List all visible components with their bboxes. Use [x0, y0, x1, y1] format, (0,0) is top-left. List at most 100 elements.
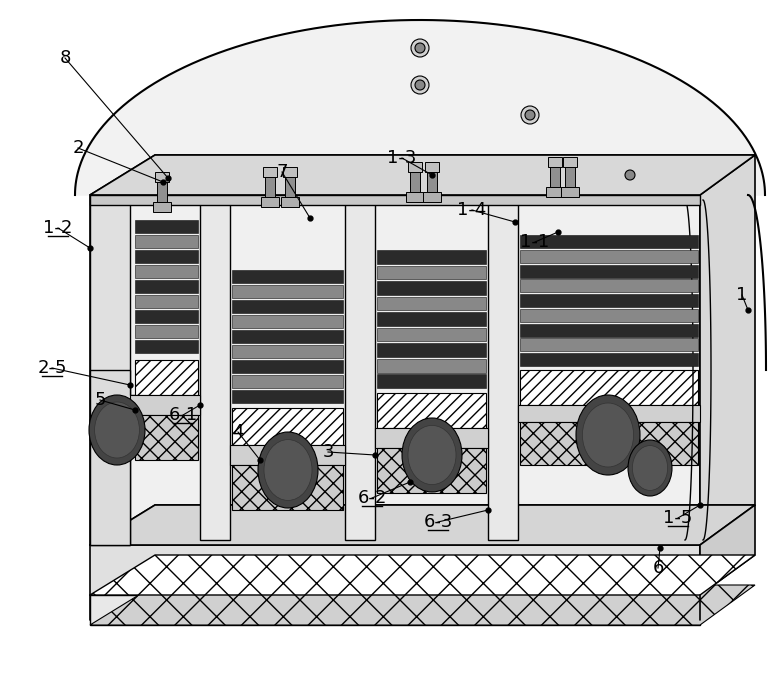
- Polygon shape: [563, 157, 577, 167]
- Polygon shape: [561, 187, 579, 197]
- Polygon shape: [377, 265, 486, 279]
- Polygon shape: [375, 428, 488, 448]
- Ellipse shape: [633, 445, 668, 490]
- Polygon shape: [135, 265, 198, 278]
- Polygon shape: [130, 395, 200, 415]
- Circle shape: [521, 106, 539, 124]
- Text: 6-2: 6-2: [357, 489, 387, 507]
- Polygon shape: [520, 422, 698, 465]
- Polygon shape: [90, 585, 755, 625]
- Text: 6-3: 6-3: [423, 513, 453, 531]
- Text: 7: 7: [276, 163, 288, 181]
- Polygon shape: [90, 370, 165, 545]
- Polygon shape: [232, 285, 343, 298]
- Polygon shape: [232, 465, 343, 510]
- Ellipse shape: [258, 432, 318, 508]
- Polygon shape: [90, 155, 755, 195]
- Ellipse shape: [583, 403, 633, 467]
- Polygon shape: [135, 415, 198, 460]
- Circle shape: [415, 80, 425, 90]
- Text: 3: 3: [322, 443, 334, 461]
- Polygon shape: [232, 300, 343, 313]
- Circle shape: [411, 76, 429, 94]
- Circle shape: [625, 170, 635, 180]
- Polygon shape: [377, 448, 486, 493]
- Polygon shape: [232, 315, 343, 328]
- Polygon shape: [377, 297, 486, 310]
- Text: 6-1: 6-1: [168, 406, 198, 424]
- Polygon shape: [345, 165, 415, 200]
- Polygon shape: [90, 545, 700, 595]
- Polygon shape: [520, 235, 698, 248]
- Text: 4: 4: [233, 423, 244, 441]
- Polygon shape: [520, 294, 698, 307]
- Polygon shape: [200, 200, 230, 540]
- Polygon shape: [518, 405, 700, 422]
- Polygon shape: [520, 370, 698, 405]
- Ellipse shape: [576, 395, 640, 475]
- Ellipse shape: [408, 425, 456, 485]
- Polygon shape: [90, 195, 700, 545]
- Polygon shape: [261, 197, 279, 207]
- Polygon shape: [232, 360, 343, 373]
- Text: 1-4: 1-4: [457, 201, 487, 219]
- Polygon shape: [135, 220, 198, 233]
- Polygon shape: [200, 165, 272, 200]
- Polygon shape: [265, 177, 275, 197]
- Text: 1-1: 1-1: [520, 233, 549, 251]
- Text: 1-5: 1-5: [664, 509, 692, 527]
- Text: 6: 6: [652, 559, 664, 577]
- Polygon shape: [135, 235, 198, 248]
- Polygon shape: [90, 555, 755, 595]
- Polygon shape: [425, 162, 439, 172]
- Polygon shape: [90, 505, 755, 545]
- Circle shape: [415, 43, 425, 53]
- Polygon shape: [377, 343, 486, 357]
- Polygon shape: [232, 375, 343, 388]
- Ellipse shape: [402, 418, 462, 492]
- Polygon shape: [546, 187, 564, 197]
- Polygon shape: [423, 192, 441, 202]
- Polygon shape: [520, 265, 698, 278]
- Polygon shape: [90, 195, 700, 205]
- Polygon shape: [377, 328, 486, 341]
- Circle shape: [525, 110, 535, 120]
- Polygon shape: [135, 325, 198, 338]
- Polygon shape: [520, 324, 698, 336]
- Text: 1-2: 1-2: [44, 219, 72, 237]
- Polygon shape: [135, 280, 198, 293]
- Polygon shape: [90, 595, 700, 625]
- Text: 8: 8: [59, 49, 71, 67]
- Ellipse shape: [89, 395, 145, 465]
- Ellipse shape: [264, 439, 312, 500]
- Circle shape: [411, 39, 429, 57]
- Polygon shape: [377, 359, 486, 372]
- Polygon shape: [135, 250, 198, 263]
- Polygon shape: [75, 20, 765, 195]
- Polygon shape: [520, 353, 698, 366]
- Polygon shape: [700, 155, 755, 545]
- Ellipse shape: [628, 440, 672, 496]
- Polygon shape: [377, 374, 486, 388]
- Polygon shape: [232, 345, 343, 358]
- Polygon shape: [135, 295, 198, 308]
- Polygon shape: [345, 200, 375, 540]
- Text: 2-5: 2-5: [37, 359, 67, 377]
- Polygon shape: [488, 200, 518, 540]
- Polygon shape: [90, 155, 755, 195]
- Polygon shape: [135, 340, 198, 353]
- Polygon shape: [520, 309, 698, 322]
- Polygon shape: [157, 182, 167, 202]
- Polygon shape: [285, 177, 295, 197]
- Polygon shape: [135, 310, 198, 323]
- Polygon shape: [565, 167, 575, 187]
- Polygon shape: [232, 270, 343, 283]
- Polygon shape: [377, 281, 486, 294]
- Polygon shape: [520, 338, 698, 351]
- Polygon shape: [410, 172, 420, 192]
- Text: 1: 1: [736, 286, 748, 304]
- Circle shape: [621, 166, 639, 184]
- Polygon shape: [90, 195, 130, 545]
- Polygon shape: [232, 330, 343, 343]
- Polygon shape: [135, 360, 198, 395]
